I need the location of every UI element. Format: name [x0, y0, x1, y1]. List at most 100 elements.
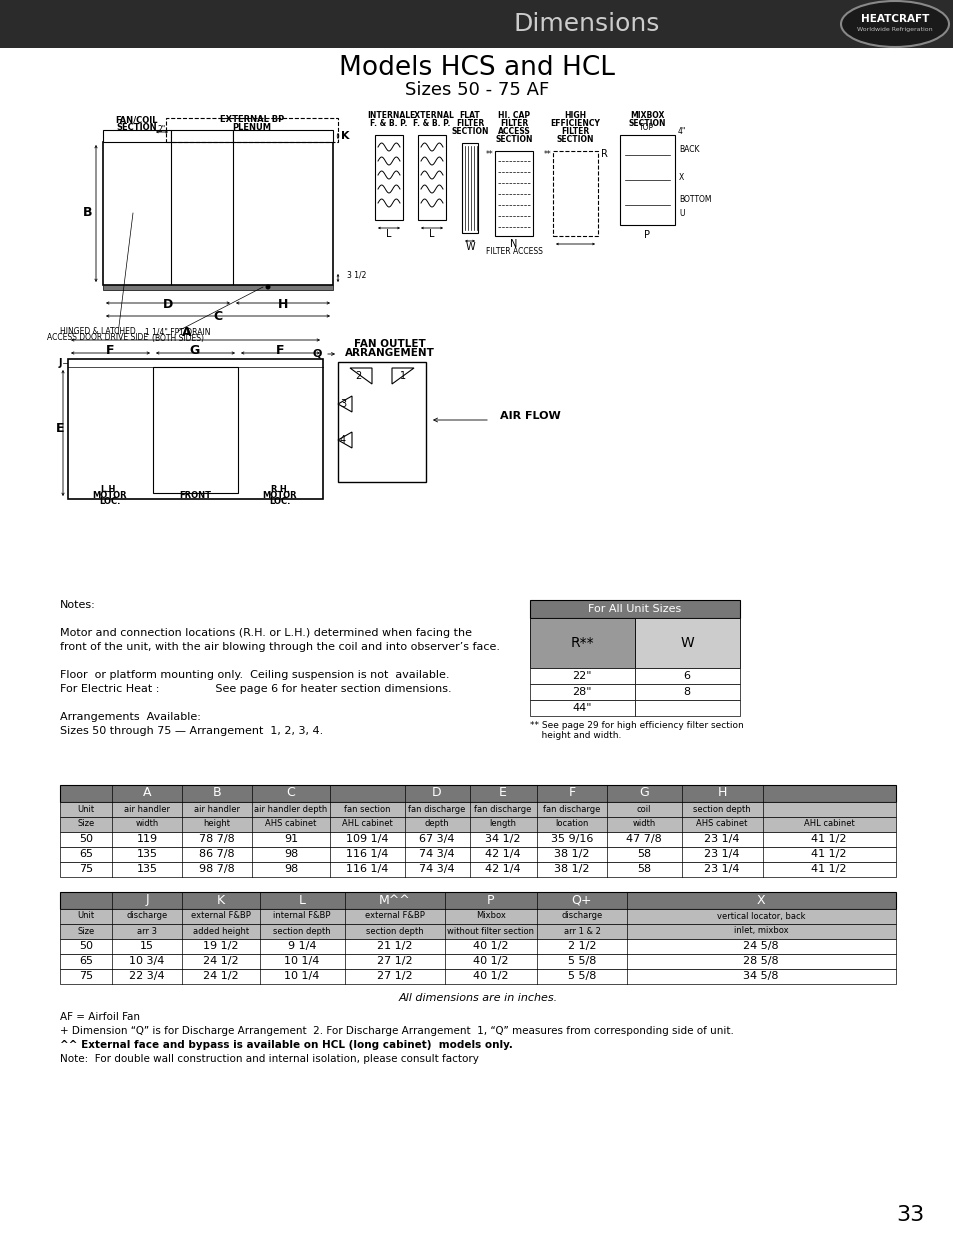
Bar: [530, 600, 740, 618]
Text: 27 1/2: 27 1/2: [376, 971, 413, 981]
Text: 5 5/8: 5 5/8: [567, 956, 596, 966]
Bar: [635, 618, 740, 668]
Text: fan discharge: fan discharge: [543, 804, 600, 814]
Text: J: J: [58, 358, 62, 368]
Text: 4: 4: [339, 435, 346, 445]
Text: without filter section: without filter section: [447, 926, 534, 935]
Text: 33: 33: [895, 1205, 923, 1225]
Text: X: X: [679, 173, 683, 182]
Text: 4": 4": [678, 127, 685, 137]
Text: B: B: [213, 787, 221, 799]
Text: ^^ External face and bypass is available on HCL (long cabinet)  models only.: ^^ External face and bypass is available…: [60, 1040, 513, 1050]
Text: ARRANGEMENT: ARRANGEMENT: [345, 348, 435, 358]
Text: X: X: [756, 893, 764, 906]
Bar: [635, 668, 740, 684]
Text: ACCESS: ACCESS: [497, 126, 530, 136]
Text: BOTTOM: BOTTOM: [679, 195, 711, 205]
Text: FILTER: FILTER: [499, 119, 528, 127]
Text: AF = Airfoil Fan: AF = Airfoil Fan: [60, 1011, 140, 1023]
Text: B: B: [83, 206, 92, 220]
Text: LOC.: LOC.: [99, 496, 121, 505]
Text: Size: Size: [77, 926, 94, 935]
Text: 27 1/2: 27 1/2: [376, 956, 413, 966]
Text: AIR FLOW: AIR FLOW: [499, 411, 560, 421]
Bar: [60, 953, 895, 969]
Text: 21 1/2: 21 1/2: [376, 941, 413, 951]
Text: L.H.: L.H.: [101, 484, 119, 494]
Text: fan section: fan section: [343, 804, 390, 814]
Text: 40 1/2: 40 1/2: [473, 941, 508, 951]
Text: 42 1/4: 42 1/4: [485, 864, 520, 874]
Bar: [233, 130, 333, 142]
Text: depth: depth: [424, 820, 449, 829]
Text: 58: 58: [637, 848, 650, 860]
Text: 35 9/16: 35 9/16: [550, 834, 593, 844]
Text: 9 1/4: 9 1/4: [288, 941, 315, 951]
Text: added height: added height: [193, 926, 249, 935]
Text: All dimensions are in inches.: All dimensions are in inches.: [398, 993, 557, 1003]
Bar: [60, 785, 895, 802]
Text: 24 1/2: 24 1/2: [203, 971, 238, 981]
Text: R**: R**: [570, 636, 593, 650]
Text: front of the unit, with the air blowing through the coil and into observer’s fac: front of the unit, with the air blowing …: [60, 642, 499, 652]
Bar: [60, 847, 895, 862]
Bar: [530, 700, 635, 716]
Text: L: L: [298, 893, 305, 906]
Text: M^^: M^^: [378, 893, 411, 906]
Text: vertical locator, back: vertical locator, back: [716, 911, 804, 920]
Text: F. & B. P.: F. & B. P.: [413, 119, 450, 127]
Text: 19 1/2: 19 1/2: [203, 941, 238, 951]
Text: 86 7/8: 86 7/8: [199, 848, 234, 860]
Text: 23 1/4: 23 1/4: [703, 848, 739, 860]
Bar: [68, 359, 323, 499]
Text: AHS cabinet: AHS cabinet: [696, 820, 747, 829]
Text: Notes:: Notes:: [60, 600, 95, 610]
Bar: [152, 367, 237, 493]
Text: discharge: discharge: [126, 911, 168, 920]
Text: G: G: [639, 787, 648, 799]
Text: G: G: [190, 343, 200, 357]
Text: F: F: [568, 787, 575, 799]
Text: SECTION: SECTION: [451, 126, 488, 136]
Text: **: **: [542, 149, 551, 158]
Bar: [530, 684, 635, 700]
Text: Floor  or platform mounting only.  Ceiling suspension is not  available.: Floor or platform mounting only. Ceiling…: [60, 671, 449, 680]
Text: HI. CAP: HI. CAP: [497, 110, 530, 120]
Text: height: height: [203, 820, 231, 829]
Bar: [553, 151, 598, 236]
Text: fan discharge: fan discharge: [474, 804, 531, 814]
Text: SECTION: SECTION: [495, 135, 532, 143]
Text: 41 1/2: 41 1/2: [810, 864, 846, 874]
Text: 119: 119: [136, 834, 157, 844]
Text: FAN/COIL: FAN/COIL: [115, 116, 158, 125]
Text: H: H: [277, 298, 288, 310]
Bar: [635, 700, 740, 716]
Text: arr 1 & 2: arr 1 & 2: [563, 926, 599, 935]
Text: FLAT: FLAT: [459, 110, 480, 120]
Text: section depth: section depth: [366, 926, 423, 935]
Text: EXTERNAL: EXTERNAL: [409, 110, 454, 120]
Text: 34 1/2: 34 1/2: [485, 834, 520, 844]
Text: 10 1/4: 10 1/4: [284, 956, 319, 966]
Text: 116 1/4: 116 1/4: [345, 864, 388, 874]
Text: 135: 135: [136, 864, 157, 874]
Text: 116 1/4: 116 1/4: [345, 848, 388, 860]
Text: AHL cabinet: AHL cabinet: [802, 820, 854, 829]
Text: BACK: BACK: [679, 146, 699, 154]
Text: 135: 135: [136, 848, 157, 860]
Text: 8: 8: [682, 687, 690, 697]
Text: AHS cabinet: AHS cabinet: [265, 820, 316, 829]
Text: + Dimension “Q” is for Discharge Arrangement  2. For Discharge Arrangement  1, “: + Dimension “Q” is for Discharge Arrange…: [60, 1026, 733, 1036]
Ellipse shape: [841, 1, 948, 47]
Text: L: L: [429, 228, 435, 240]
Text: inlet, mixbox: inlet, mixbox: [733, 926, 787, 935]
Text: 41 1/2: 41 1/2: [810, 848, 846, 860]
Text: 78 7/8: 78 7/8: [199, 834, 234, 844]
Text: 91: 91: [284, 834, 297, 844]
Text: For All Unit Sizes: For All Unit Sizes: [588, 604, 680, 614]
Text: SECTION: SECTION: [628, 119, 665, 127]
Text: HIGH: HIGH: [563, 110, 585, 120]
Bar: [60, 818, 895, 832]
Text: internal F&BP: internal F&BP: [273, 911, 331, 920]
Text: 22 3/4: 22 3/4: [129, 971, 165, 981]
